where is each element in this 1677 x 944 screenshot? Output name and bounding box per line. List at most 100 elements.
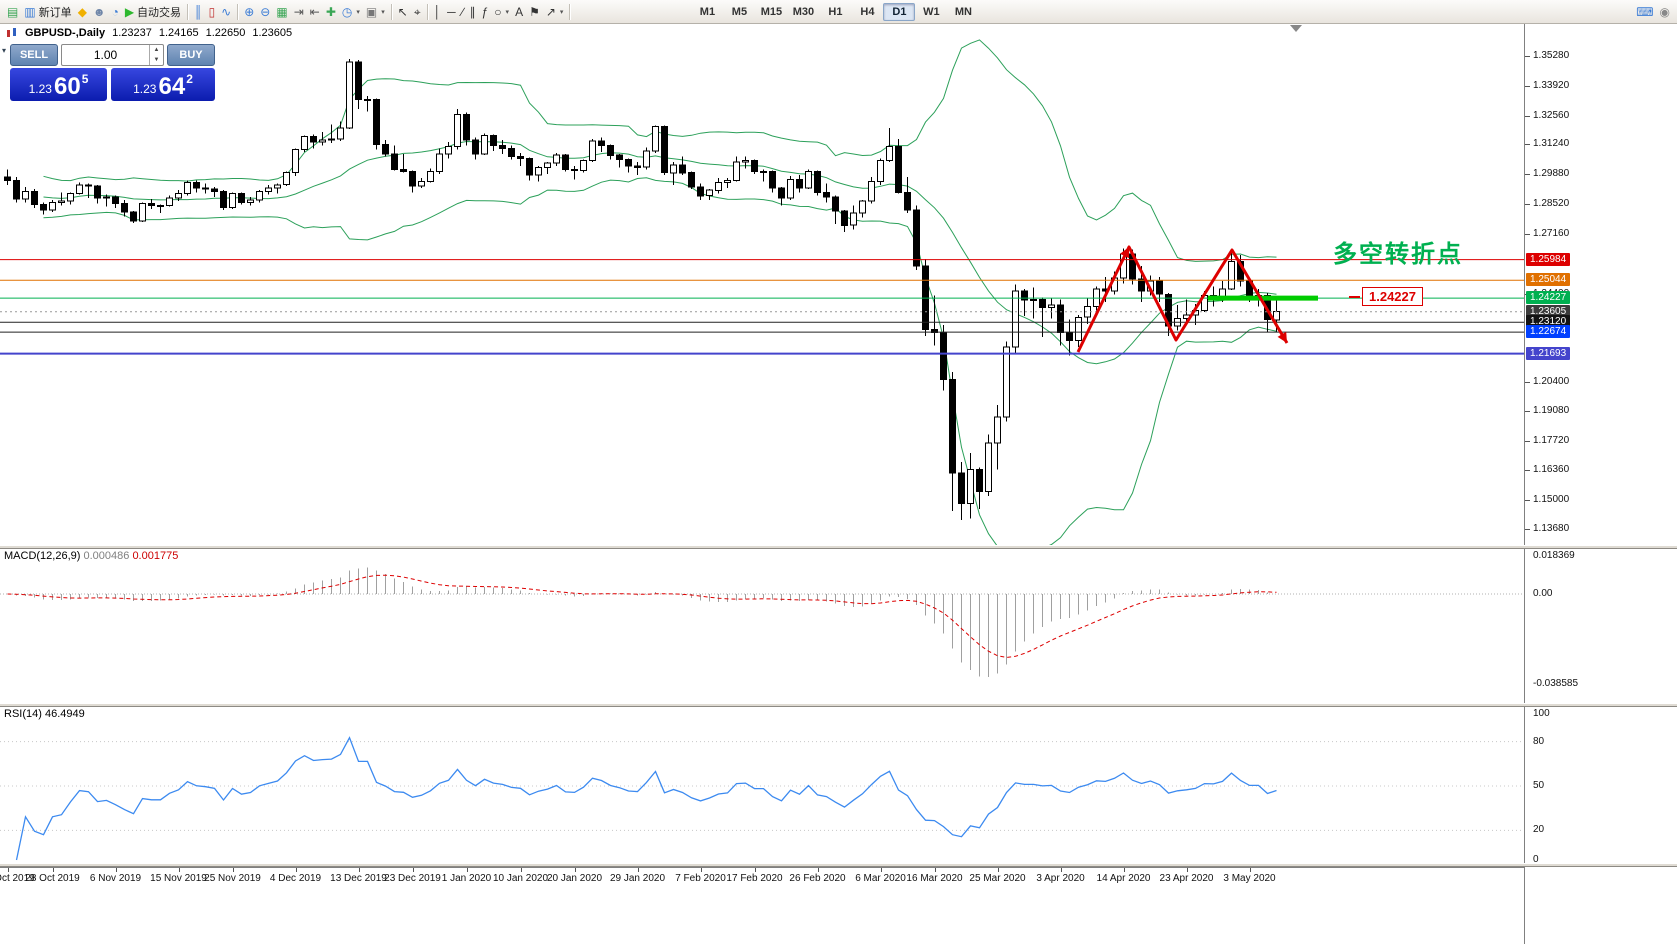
time-tick-mark bbox=[934, 868, 936, 872]
panel-separator[interactable] bbox=[0, 863, 1677, 867]
chart-shift-icon: ⇤ bbox=[309, 4, 320, 19]
vertical-line-button[interactable]: │ bbox=[431, 2, 445, 22]
market-watch-button[interactable]: ◆ bbox=[75, 2, 90, 22]
data-window-button[interactable]: ☻ bbox=[90, 2, 109, 22]
rsi-value: 46.4949 bbox=[44, 708, 85, 720]
new-order-button[interactable]: ▥ 新订单 bbox=[21, 2, 74, 22]
price-axis[interactable]: 1.35280 1.33920 1.32560 1.31240 1.29880 1.285… bbox=[1524, 24, 1677, 944]
chart-window: GBPUSD-,Daily 1.23237 1.24165 1.22650 1.… bbox=[0, 24, 1677, 944]
rsi-canvas[interactable] bbox=[0, 707, 1524, 863]
time-tick-mark bbox=[1249, 868, 1251, 872]
price-tag-1.21693: 1.21693 bbox=[1526, 347, 1571, 360]
timeframe-d1-button[interactable]: D1 bbox=[883, 2, 916, 21]
timeframe-m15-button[interactable]: M15 bbox=[760, 5, 783, 18]
volume-value[interactable]: 1.00 bbox=[93, 48, 118, 62]
navigator-button[interactable]: ◔ bbox=[109, 2, 122, 22]
time-tick-mark bbox=[178, 868, 180, 872]
axis-tick-mark bbox=[1525, 500, 1530, 501]
date-label: 17 Feb 2020 bbox=[726, 873, 783, 884]
time-tick-mark bbox=[754, 868, 756, 872]
zigzag-annotation[interactable] bbox=[1076, 245, 1289, 353]
time-tick-mark bbox=[997, 868, 999, 872]
timeframe-m5-button[interactable]: M5 bbox=[731, 5, 748, 18]
time-tick-mark bbox=[358, 868, 360, 872]
sell-button[interactable]: SELL bbox=[10, 44, 58, 66]
horizontal-lines[interactable] bbox=[0, 259, 1524, 355]
macd-axis-label: 0.018369 bbox=[1533, 550, 1575, 561]
cursor-button[interactable]: ↖ bbox=[395, 2, 411, 22]
date-label: 16 Mar 2020 bbox=[906, 873, 963, 884]
macd-panel: MACD(12,26,9) 0.000486 0.001775 bbox=[0, 549, 1524, 703]
date-label: 10 Jan 2020 bbox=[492, 873, 549, 884]
volume-spin-down-icon[interactable]: ▼ bbox=[153, 57, 160, 63]
tile-windows-button[interactable]: ▦ bbox=[273, 2, 290, 22]
rsi-axis-label: 80 bbox=[1533, 736, 1545, 747]
app-button[interactable]: ▤ bbox=[4, 2, 21, 22]
text-button[interactable]: A bbox=[512, 2, 526, 22]
crosshair-button[interactable]: ⌖ bbox=[411, 2, 424, 22]
price-callout-label[interactable]: 1.24227 bbox=[1362, 287, 1423, 306]
date-label: 25 Nov 2019 bbox=[204, 873, 261, 884]
panel-separator[interactable] bbox=[0, 545, 1677, 549]
trade-panel-collapse-icon[interactable]: ▾ bbox=[2, 46, 7, 55]
bar-chart-icon: ║ bbox=[194, 4, 203, 19]
keyboard-button[interactable]: ⌨ bbox=[1633, 2, 1656, 22]
bar-chart-button[interactable]: ║ bbox=[191, 2, 206, 22]
mouse-button[interactable]: ◉ bbox=[1657, 2, 1673, 22]
periods-button[interactable]: ◷ ▾ bbox=[339, 2, 363, 22]
auto-trading-button[interactable]: ▶ 自动交易 bbox=[122, 2, 184, 22]
indicators-icon: ✚ bbox=[325, 4, 336, 19]
price-tick-label: 1.17720 bbox=[1533, 435, 1570, 446]
timeframe-w1-button[interactable]: W1 bbox=[923, 5, 940, 18]
sell-price-tile[interactable]: 1.23 60 5 bbox=[10, 68, 107, 101]
price-tag-1.23120: 1.23120 bbox=[1526, 315, 1571, 328]
text-label-button[interactable]: ⚑ bbox=[526, 2, 543, 22]
dropdown-caret-icon: ▾ bbox=[505, 8, 510, 16]
price-chart-canvas[interactable] bbox=[0, 24, 1524, 551]
trendline-button[interactable]: ∕ bbox=[459, 2, 467, 22]
panel-separator[interactable] bbox=[0, 703, 1677, 707]
channel-button[interactable]: ∥ bbox=[467, 2, 479, 22]
horizontal-line-button[interactable]: ─ bbox=[444, 2, 459, 22]
indicators-button[interactable]: ✚ bbox=[323, 2, 339, 22]
volume-spin-up-icon[interactable]: ▲ bbox=[153, 47, 160, 53]
fibonacci-button[interactable]: ƒ bbox=[479, 2, 492, 22]
timeframe-mn-button[interactable]: MN bbox=[954, 5, 972, 18]
axis-tick-mark bbox=[1525, 382, 1530, 383]
zoom-out-button[interactable]: ⊖ bbox=[257, 2, 273, 22]
buy-button[interactable]: BUY bbox=[167, 44, 215, 66]
chart-shift-button[interactable]: ⇤ bbox=[307, 2, 323, 22]
axis-tick-mark bbox=[1525, 204, 1530, 205]
date-label: 7 Feb 2020 bbox=[675, 873, 726, 884]
turning-point-annotation[interactable]: 多空转折点 bbox=[1333, 241, 1463, 268]
candlestick-chart-button[interactable]: ▯ bbox=[206, 2, 219, 22]
text-label-icon: ⚑ bbox=[529, 4, 540, 19]
date-label: 6 Mar 2020 bbox=[855, 873, 906, 884]
chart-shift-marker[interactable] bbox=[1290, 25, 1302, 32]
macd-histogram bbox=[16, 567, 1277, 677]
auto-scroll-button[interactable]: ⇥ bbox=[291, 2, 307, 22]
one-click-trading-panel: SELL 1.00 ▲ ▼ BUY 1.23 60 5 1.23 bbox=[10, 44, 215, 101]
timeframe-h1-button[interactable]: H1 bbox=[828, 5, 843, 18]
auto-scroll-icon: ⇥ bbox=[293, 4, 304, 19]
time-tick-mark bbox=[115, 868, 117, 872]
new-order-button-label: 新订单 bbox=[38, 6, 72, 19]
dropdown-caret-icon: ▾ bbox=[559, 8, 564, 16]
timeframe-h4-button[interactable]: H4 bbox=[860, 5, 875, 18]
bollinger-bands bbox=[43, 39, 1277, 551]
macd-canvas[interactable] bbox=[0, 549, 1524, 703]
arrows-button[interactable]: ↗ ▾ bbox=[543, 2, 567, 22]
buy-price-tile[interactable]: 1.23 64 2 bbox=[111, 68, 215, 101]
rsi-name: RSI(14) bbox=[4, 708, 42, 720]
date-label: 26 Feb 2020 bbox=[789, 873, 846, 884]
channel-icon: ∥ bbox=[469, 4, 476, 19]
zoom-out-icon: ⊖ bbox=[260, 4, 271, 19]
line-chart-button[interactable]: ∿ bbox=[218, 2, 234, 22]
templates-button[interactable]: ▣ ▾ bbox=[363, 2, 388, 22]
volume-stepper[interactable]: 1.00 ▲ ▼ bbox=[61, 44, 164, 66]
shapes-button[interactable]: ○ ▾ bbox=[491, 2, 512, 22]
zoom-in-button[interactable]: ⊕ bbox=[241, 2, 257, 22]
timeframe-m1-button[interactable]: M1 bbox=[699, 5, 716, 18]
timeframe-m30-button[interactable]: M30 bbox=[792, 5, 815, 18]
